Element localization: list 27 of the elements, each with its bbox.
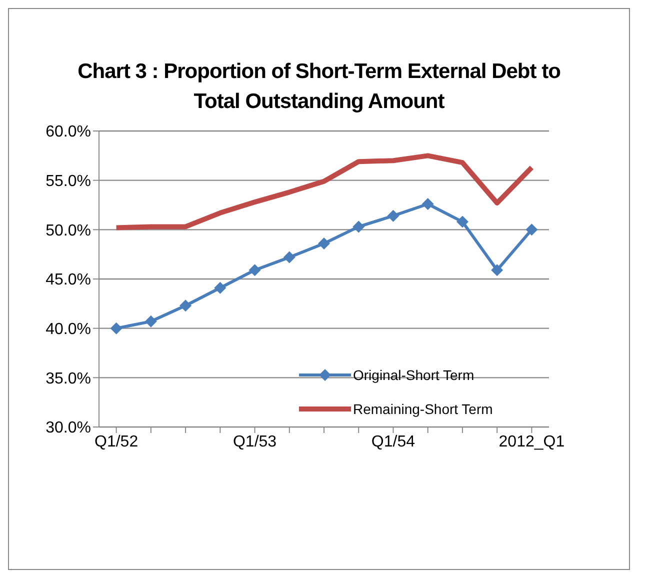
point xyxy=(144,315,157,328)
point xyxy=(248,264,261,276)
x-tick-label: Q1/52 xyxy=(94,433,138,450)
x-tick-label: Q1/54 xyxy=(371,433,416,450)
point xyxy=(318,237,330,250)
chart-title: Chart 3 : Proportion of Short-Term External Debt to Total Outstanding Amount xyxy=(76,59,562,115)
y-tick-label: 45.0% xyxy=(46,272,91,289)
point xyxy=(110,322,122,334)
point xyxy=(180,300,192,312)
y-tick-label: 30.0% xyxy=(46,420,91,437)
legend-label: Original-Short Term xyxy=(353,367,474,383)
y-tick-label: 50.0% xyxy=(46,222,91,240)
point xyxy=(456,216,468,228)
point xyxy=(283,251,296,264)
y-tick-label: 35.0% xyxy=(46,370,91,388)
point xyxy=(214,282,226,294)
point xyxy=(526,224,538,236)
x-tick-label: 2012_Q1 xyxy=(498,433,565,450)
y-tick-label: 55.0% xyxy=(46,173,91,190)
legend-label: Remaining-Short Term xyxy=(353,401,493,417)
y-tick-label: 40.0% xyxy=(46,321,91,338)
x-tick-label: Q1/53 xyxy=(232,433,277,450)
point xyxy=(352,220,365,233)
point xyxy=(422,198,434,210)
point xyxy=(387,210,400,222)
y-tick-label: 60.0% xyxy=(46,124,91,141)
point xyxy=(491,264,504,276)
